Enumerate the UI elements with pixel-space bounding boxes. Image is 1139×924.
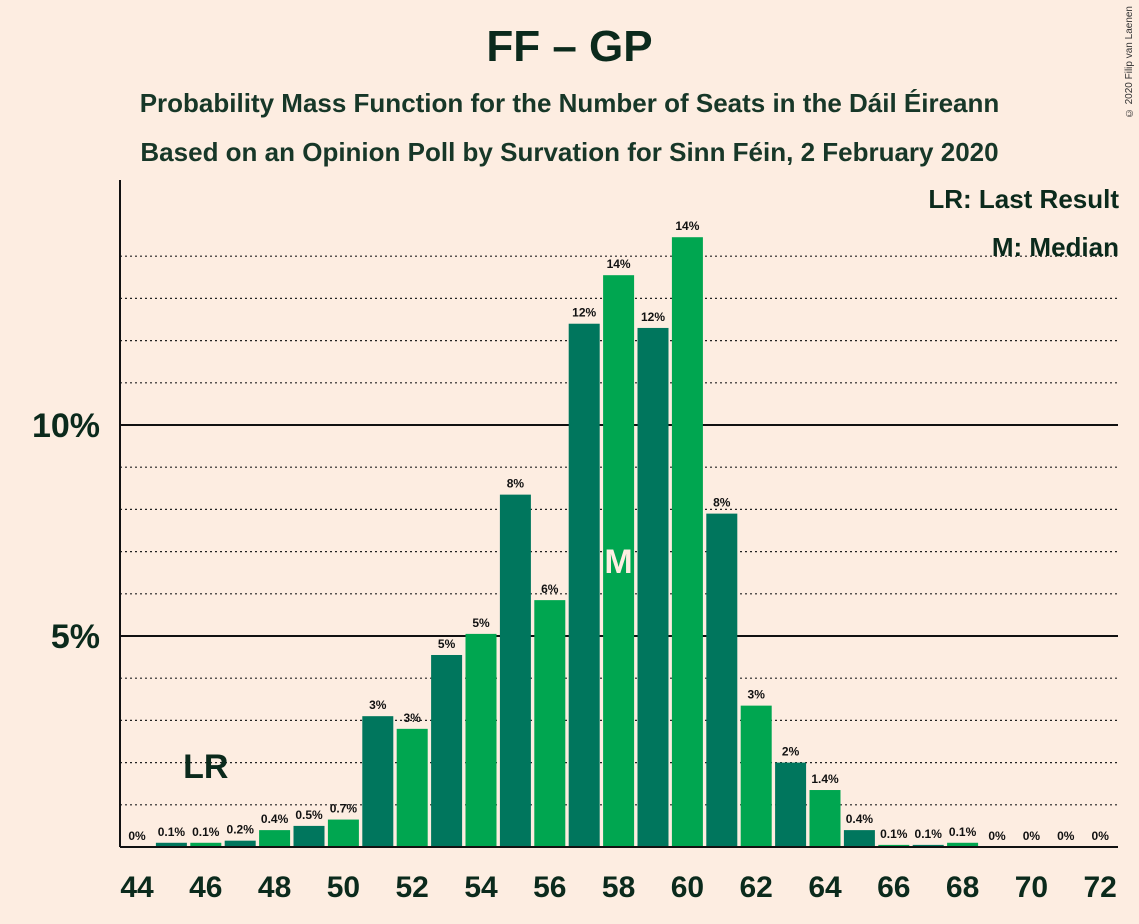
- x-tick-label: 52: [396, 871, 429, 904]
- x-tick-label: 48: [258, 871, 291, 904]
- chart-subtitle-1: Probability Mass Function for the Number…: [139, 88, 1000, 118]
- bar-data-label: 3%: [369, 698, 387, 712]
- x-tick-label: 62: [740, 871, 773, 904]
- bar: [706, 513, 738, 847]
- bar-data-label: 0.1%: [915, 827, 943, 841]
- bar: [362, 716, 394, 847]
- bar-data-label: 1.4%: [811, 772, 839, 786]
- bar-data-label: 3%: [404, 711, 422, 725]
- bar: [190, 842, 222, 847]
- x-tick-label: 50: [327, 871, 360, 904]
- bar-data-label: 12%: [641, 310, 665, 324]
- bar: [568, 323, 600, 848]
- bar: [912, 844, 944, 847]
- bar-data-label: 12%: [572, 306, 596, 320]
- x-tick-label: 64: [808, 871, 842, 904]
- bar: [809, 790, 841, 847]
- bar: [465, 633, 497, 847]
- median-marker: M: [604, 543, 632, 581]
- bar: [499, 494, 531, 847]
- bar-data-label: 0%: [1092, 829, 1110, 843]
- bar: [947, 842, 979, 847]
- bar-data-label: 0.7%: [330, 802, 358, 816]
- bar-data-label: 6%: [541, 582, 559, 596]
- x-tick-label: 66: [877, 871, 910, 904]
- x-tick-label: 44: [120, 871, 154, 904]
- bar: [775, 762, 807, 847]
- bar-data-label: 0%: [128, 829, 146, 843]
- bar-data-label: 3%: [748, 688, 766, 702]
- bar-data-label: 14%: [607, 257, 631, 271]
- bar: [740, 705, 772, 847]
- bar-data-label: 0.1%: [880, 827, 908, 841]
- bar-data-label: 5%: [438, 637, 456, 651]
- bar: [293, 825, 325, 847]
- x-tick-label: 68: [946, 871, 979, 904]
- bar: [878, 844, 910, 847]
- y-tick-label: 5%: [51, 618, 100, 656]
- x-tick-label: 60: [671, 871, 704, 904]
- bar-data-label: 0.1%: [192, 825, 220, 839]
- bar-data-label: 0%: [988, 829, 1006, 843]
- bar: [603, 275, 635, 847]
- bar-data-label: 0.5%: [295, 808, 323, 822]
- bar-data-label: 2%: [782, 745, 800, 759]
- bar: [534, 600, 566, 847]
- bar-data-label: 0.4%: [846, 812, 874, 826]
- y-tick-label: 10%: [32, 407, 100, 445]
- bar: [671, 237, 703, 847]
- bar-data-label: 0%: [1057, 829, 1075, 843]
- bar-data-label: 0.2%: [227, 823, 255, 837]
- x-tick-label: 54: [464, 871, 498, 904]
- bar: [637, 327, 669, 847]
- bar: [327, 819, 359, 847]
- chart-title: FF – GP: [486, 22, 653, 71]
- bar-data-label: 0.4%: [261, 812, 289, 826]
- bar: [224, 840, 256, 847]
- x-tick-label: 56: [533, 871, 566, 904]
- x-tick-label: 58: [602, 871, 635, 904]
- bar-data-label: 8%: [713, 496, 731, 510]
- bar-data-label: 5%: [472, 616, 490, 630]
- x-tick-label: 70: [1015, 871, 1048, 904]
- x-tick-label: 72: [1084, 871, 1117, 904]
- bar: [843, 830, 875, 847]
- bar-data-label: 0.1%: [158, 825, 186, 839]
- legend-last-result: LR: Last Result: [928, 184, 1119, 214]
- bar: [155, 842, 187, 847]
- bar: [431, 654, 463, 847]
- last-result-marker: LR: [183, 748, 228, 786]
- bar-data-label: 0%: [1023, 829, 1041, 843]
- bar-data-label: 0.1%: [949, 825, 977, 839]
- bar-data-label: 8%: [507, 477, 525, 491]
- bar: [259, 830, 291, 847]
- bar: [396, 728, 428, 847]
- x-tick-label: 46: [189, 871, 222, 904]
- chart-subtitle-2: Based on an Opinion Poll by Survation fo…: [140, 137, 999, 167]
- legend-median: M: Median: [991, 232, 1119, 262]
- bar-data-label: 14%: [675, 219, 699, 233]
